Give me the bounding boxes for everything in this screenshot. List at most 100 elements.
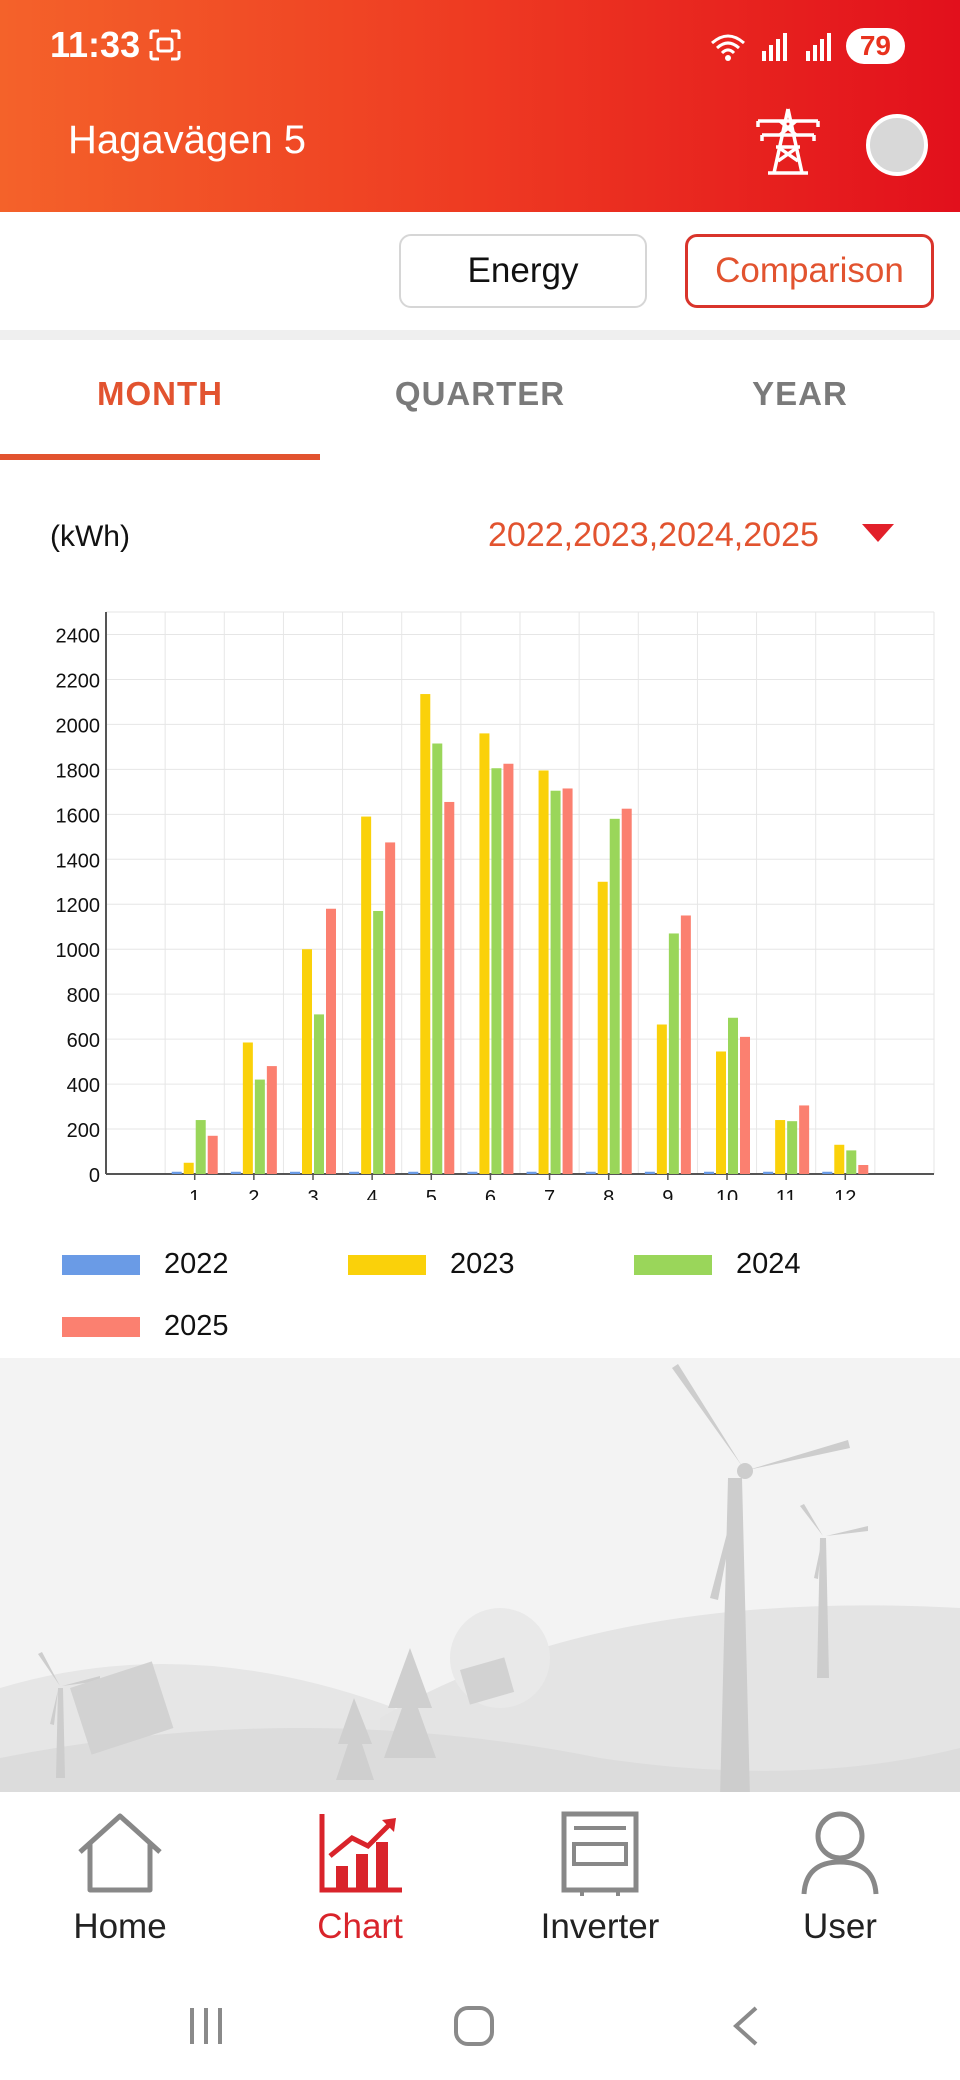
bar-2022-10 [704,1171,714,1174]
bar-2022-12 [822,1171,833,1174]
tab-year[interactable]: YEAR [752,375,848,412]
legend-label: 2022 [164,1248,229,1280]
x-tick-label: 7 [544,1187,555,1200]
bar-2023-9 [656,1024,667,1174]
chart-icon [319,1814,402,1893]
y-tick-label: 2400 [56,625,101,647]
bar-2024-12 [846,1150,857,1174]
bar-2022-8 [585,1171,596,1174]
bar-2022-11 [763,1171,774,1174]
bar-2025-1 [207,1135,218,1174]
y-tick-label: 0 [89,1165,100,1187]
system-back-icon[interactable] [728,2004,762,2048]
landscape-illustration [0,1358,960,1792]
wifi-icon [710,34,745,61]
unit-label: (kWh) [50,520,130,553]
bar-2024-4 [373,910,384,1174]
bar-2024-1 [195,1120,206,1174]
bar-2025-12 [858,1165,869,1174]
x-tick-label: 10 [716,1187,738,1200]
bar-2025-8 [621,808,632,1174]
bar-2024-2 [254,1079,265,1174]
nav-inverter-label: Inverter [540,1907,660,1946]
bar-2024-6 [491,768,502,1174]
bar-2023-5 [420,694,431,1174]
bar-2023-6 [479,733,490,1174]
legend-label: 2023 [450,1248,515,1280]
screenshot-indicator-icon [149,29,181,61]
bar-2024-8 [609,818,620,1174]
page-title: Hagavägen 5 [68,118,306,162]
x-tick-label: 12 [834,1187,856,1200]
comparison-button[interactable]: Comparison [685,234,934,308]
y-tick-label: 1600 [56,805,101,827]
nav-home-label: Home [73,1907,167,1946]
legend-item-2024: 2024 [634,1248,801,1281]
nav-home[interactable]: Home [0,1810,240,1947]
bar-2022-1 [171,1171,182,1174]
bar-2025-10 [740,1036,750,1174]
x-tick-label: 8 [603,1187,614,1200]
chart-legend: 2022 2023 2024 2025 [62,1248,942,1358]
bar-2025-9 [680,915,691,1174]
status-circle-button[interactable] [866,114,928,176]
bar-2024-3 [314,1014,324,1174]
bar-2025-7 [562,788,573,1174]
section-divider [0,330,960,340]
bar-2023-1 [183,1162,194,1174]
nav-chart[interactable]: Chart [240,1810,480,1947]
bar-2023-12 [834,1144,845,1174]
legend-item-2023: 2023 [348,1248,515,1281]
system-home-icon[interactable] [452,2004,496,2048]
legend-swatch [62,1316,140,1337]
bar-2022-7 [526,1171,537,1174]
y-tick-label: 2000 [56,715,101,737]
energy-button[interactable]: Energy [399,234,647,308]
year-selector[interactable]: 2022,2023,2024,2025 [488,516,819,554]
inverter-icon [561,1811,639,1896]
y-tick-label: 1200 [56,895,101,917]
dropdown-caret-icon[interactable] [862,524,894,542]
legend-swatch [348,1254,426,1275]
legend-item-2022: 2022 [62,1248,229,1281]
bar-2022-3 [290,1171,300,1174]
nav-inverter[interactable]: Inverter [480,1810,720,1947]
app-header: 11:33 79 Hagavägen 5 [0,0,960,212]
nav-user[interactable]: User [720,1810,960,1947]
bar-2025-6 [503,763,514,1174]
comparison-bar-chart: 0 200 400 600 800 1000 1200 1400 1600 1800 2000 220… [56,611,935,1200]
user-icon [801,1811,879,1895]
bar-2024-5 [432,743,443,1174]
bar-2023-2 [242,1042,253,1174]
status-icons: 79 [708,24,905,68]
tab-quarter[interactable]: QUARTER [394,375,566,412]
signal-roaming-icon [761,33,787,61]
recent-apps-icon[interactable] [186,2006,226,2046]
x-tick-label: 2 [248,1187,259,1200]
bar-2024-9 [668,933,679,1174]
x-tick-label: 6 [485,1187,496,1200]
bar-2023-8 [597,881,608,1174]
bar-2024-11 [787,1121,798,1174]
legend-swatch [634,1254,712,1275]
bar-2023-3 [302,949,312,1174]
x-tick-label: 4 [367,1187,378,1200]
y-tick-label: 800 [67,985,100,1007]
bar-2022-5 [408,1171,419,1174]
power-tower-icon[interactable] [752,105,824,177]
y-tick-label: 1800 [56,760,101,782]
x-tick-label: 3 [307,1187,318,1200]
nav-chart-label: Chart [317,1907,403,1946]
y-tick-label: 200 [67,1120,100,1142]
bar-2025-3 [326,908,336,1174]
tab-month[interactable]: MONTH [97,375,223,412]
bar-2023-10 [716,1051,726,1174]
nav-user-label: User [803,1907,877,1946]
x-tick-label: 1 [189,1187,200,1200]
x-tick-label: 9 [662,1187,673,1200]
bar-2023-11 [775,1120,786,1174]
y-tick-label: 600 [67,1030,100,1052]
battery-level: 79 [845,28,905,64]
home-icon [78,1813,162,1893]
signal-icon [805,33,831,61]
